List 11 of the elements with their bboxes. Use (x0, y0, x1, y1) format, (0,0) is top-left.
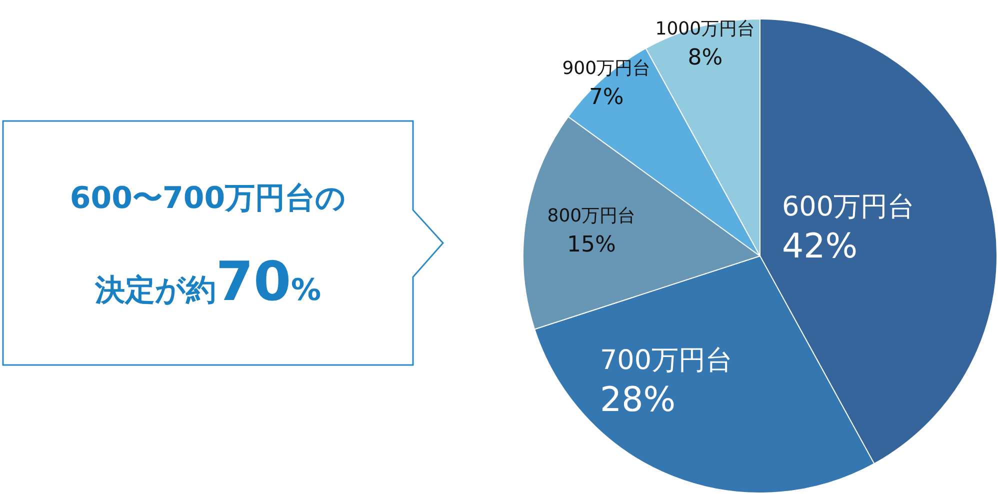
data-label: 42% (782, 226, 858, 267)
slice-label: 600万円台 (782, 192, 915, 223)
slice-label: 900万円台 (562, 58, 651, 79)
callout: 600〜700万円台の 決定が約70% (2, 120, 444, 366)
slice-label: 1000万円台 (655, 18, 756, 40)
data-label: 7% (588, 84, 624, 110)
data-label: 8% (688, 46, 723, 71)
slice-label: 800万円台 (547, 205, 636, 226)
data-label: 15% (567, 232, 616, 258)
slice-label: 700万円台 (600, 345, 733, 376)
data-label: 28% (600, 380, 676, 420)
